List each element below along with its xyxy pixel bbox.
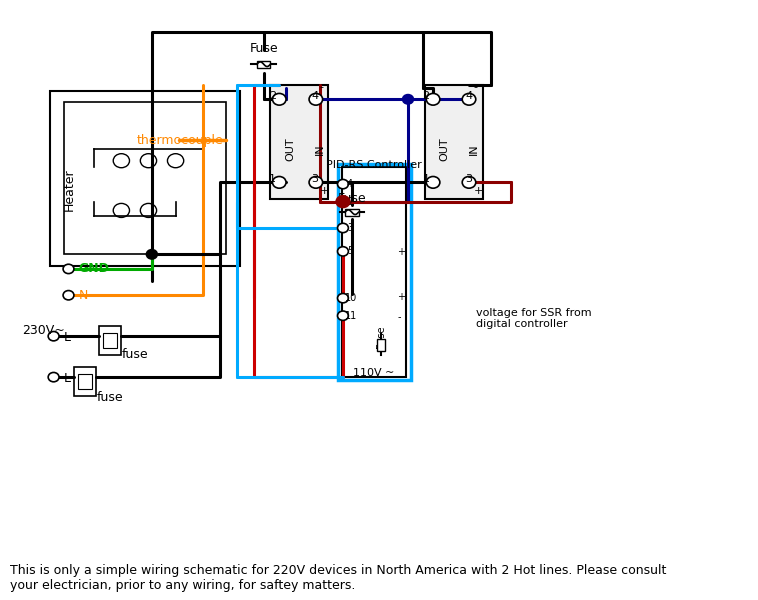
Circle shape (49, 332, 59, 341)
Text: +: + (397, 292, 406, 302)
Circle shape (272, 94, 286, 105)
Text: voltage for SSR from
digital controller: voltage for SSR from digital controller (476, 308, 591, 329)
Text: 2: 2 (422, 91, 430, 101)
Circle shape (462, 176, 476, 188)
Bar (74, 367, 96, 397)
Text: fuse: fuse (121, 349, 148, 361)
Bar (342, 167, 406, 377)
Text: 1: 1 (423, 175, 430, 184)
Circle shape (426, 94, 440, 105)
Circle shape (309, 176, 323, 188)
Text: IN: IN (315, 143, 325, 155)
Bar (64, 102, 227, 254)
Text: GND: GND (79, 262, 110, 275)
Circle shape (337, 197, 349, 206)
Circle shape (337, 293, 349, 303)
Text: L: L (64, 331, 70, 344)
Text: OUT: OUT (440, 137, 449, 161)
Text: thermocouple: thermocouple (136, 134, 223, 147)
Bar (377, 339, 385, 351)
Text: 3: 3 (347, 223, 353, 233)
Bar (99, 326, 121, 355)
Bar (78, 374, 92, 389)
Text: -: - (397, 312, 401, 322)
Bar (50, 91, 240, 266)
Bar (425, 85, 483, 199)
Text: Fuse: Fuse (249, 43, 278, 55)
Text: 3: 3 (465, 175, 472, 184)
Text: +: + (397, 247, 406, 257)
Text: 1: 1 (269, 175, 276, 184)
Text: OUT: OUT (286, 137, 296, 161)
Bar (337, 164, 411, 380)
Circle shape (63, 264, 74, 274)
Text: N: N (79, 289, 88, 302)
Text: 11: 11 (345, 311, 357, 321)
Circle shape (146, 250, 157, 259)
Bar (271, 85, 328, 199)
Text: 2: 2 (269, 91, 276, 101)
Text: -: - (320, 83, 324, 92)
Circle shape (337, 196, 349, 208)
Bar (345, 209, 359, 215)
Text: 4: 4 (311, 91, 318, 101)
Text: fuse: fuse (96, 391, 123, 404)
Text: +: + (474, 186, 483, 196)
Circle shape (337, 179, 349, 189)
Circle shape (337, 223, 349, 233)
Text: 3: 3 (311, 175, 318, 184)
Text: 110V ~: 110V ~ (353, 368, 395, 379)
Circle shape (462, 94, 476, 105)
Text: Heater: Heater (63, 169, 76, 211)
Circle shape (63, 290, 74, 300)
Text: L: L (64, 372, 70, 385)
Circle shape (402, 95, 413, 104)
Text: 4: 4 (465, 91, 473, 101)
Text: 230V~: 230V~ (22, 324, 64, 337)
Text: 5: 5 (347, 247, 353, 256)
Text: IN: IN (468, 143, 479, 155)
Circle shape (426, 176, 440, 188)
Circle shape (272, 176, 286, 188)
Text: PID-RS Controller: PID-RS Controller (326, 160, 421, 170)
Text: 2: 2 (347, 197, 353, 206)
Circle shape (309, 94, 323, 105)
Circle shape (337, 311, 349, 320)
Bar (257, 61, 271, 68)
Circle shape (337, 247, 349, 256)
Text: +: + (320, 186, 329, 196)
Text: This is only a simple wiring schematic for 220V devices in North America with 2 : This is only a simple wiring schematic f… (10, 565, 666, 592)
Text: Fuse: Fuse (376, 325, 386, 348)
Text: -: - (474, 83, 478, 92)
Bar (103, 332, 117, 348)
Circle shape (49, 373, 59, 382)
Text: 10: 10 (345, 293, 357, 302)
Text: 4: 4 (347, 179, 353, 189)
Text: Fuse: Fuse (337, 191, 366, 205)
